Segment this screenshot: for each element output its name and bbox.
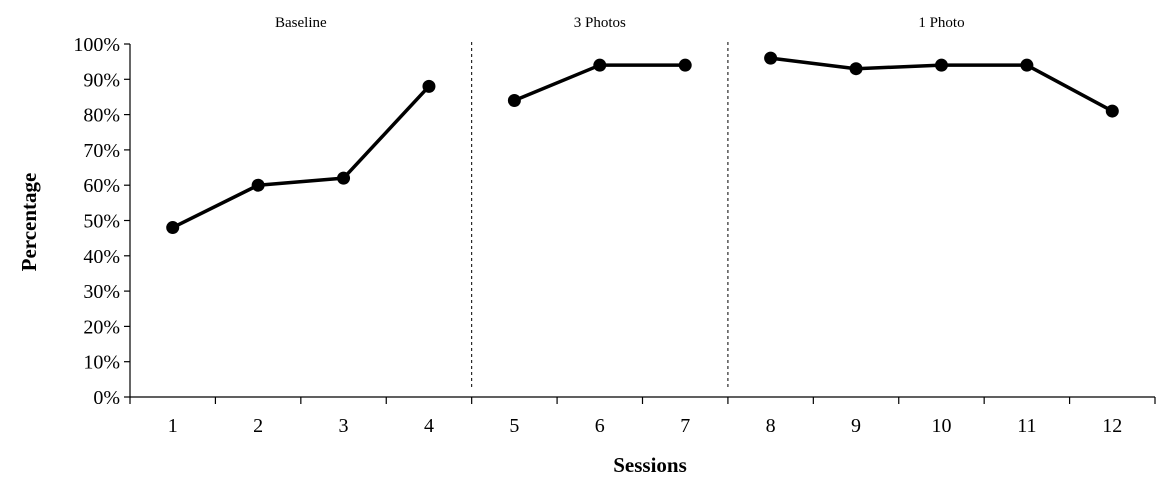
data-point <box>337 171 351 185</box>
y-tick-label: 100% <box>73 34 120 56</box>
data-point <box>166 221 180 235</box>
data-point <box>1020 58 1034 72</box>
y-tick-label: 60% <box>83 175 120 197</box>
phase-label: 3 Photos <box>574 15 626 31</box>
phase-change-lines <box>471 42 729 390</box>
x-tick-label: 5 <box>509 415 519 437</box>
x-tick-label: 9 <box>851 415 861 437</box>
y-tick-label: 30% <box>83 281 120 303</box>
data-point <box>251 178 265 192</box>
series-line <box>171 85 431 230</box>
data-point <box>849 62 863 76</box>
phase-labels: Baseline 3 Photos 1 Photo <box>275 15 965 31</box>
y-tick-label: 50% <box>83 211 120 233</box>
phase-label: Baseline <box>275 15 327 31</box>
y-tick-label: 90% <box>83 69 120 91</box>
y-tick-label: 0% <box>93 387 120 409</box>
x-tick-label: 10 <box>931 415 951 437</box>
y-axis-title: Percentage <box>17 173 41 272</box>
x-tick-label: 1 <box>168 415 178 437</box>
y-tick-label: 80% <box>83 105 120 127</box>
data-point <box>1105 104 1119 118</box>
x-tick-label: 3 <box>339 415 349 437</box>
data-point <box>678 58 692 72</box>
x-tick-label: 7 <box>680 415 690 437</box>
data-point <box>507 93 521 107</box>
x-axis-title: Sessions <box>613 453 687 477</box>
data-point <box>593 58 607 72</box>
data-point <box>422 79 436 93</box>
y-tick-label: 70% <box>83 140 120 162</box>
phase-label: 1 Photo <box>918 15 964 31</box>
axes: 0%10%20%30%40%50%60%70%80%90%100%1 2 3 4 5 6 7… <box>73 34 1156 437</box>
data-point <box>934 58 948 72</box>
x-tick-label: 2 <box>253 415 263 437</box>
y-tick-label: 20% <box>83 316 120 338</box>
data-point <box>764 51 778 65</box>
y-tick-label: 40% <box>83 246 120 268</box>
y-tick-label: 10% <box>83 352 120 374</box>
x-tick-label: 12 <box>1102 415 1122 437</box>
x-tick-label: 6 <box>595 415 605 437</box>
x-tick-label: 8 <box>766 415 776 437</box>
data-series <box>166 51 1119 235</box>
x-tick-label: 11 <box>1017 415 1036 437</box>
x-tick-label: 4 <box>424 415 434 437</box>
